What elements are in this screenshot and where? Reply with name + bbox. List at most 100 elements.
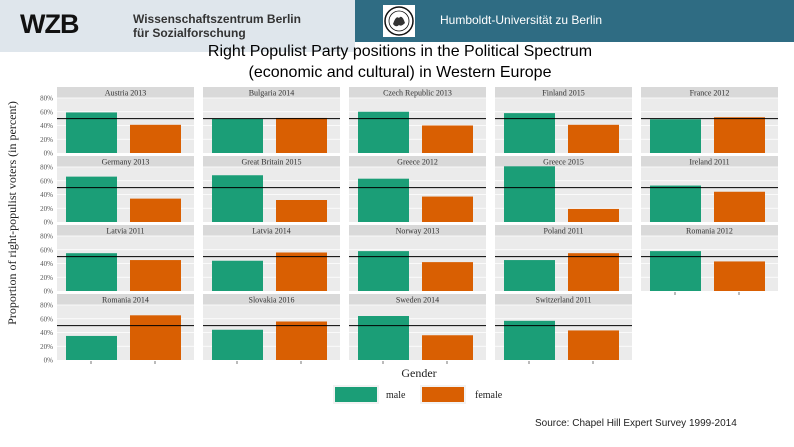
page-title: Right Populist Party positions in the Po…	[100, 41, 700, 83]
y-tick-label: 0%	[44, 219, 54, 227]
y-tick-label: 60%	[40, 108, 53, 116]
bar-female	[276, 200, 327, 222]
panel-title: Ireland 2011	[689, 158, 729, 167]
bar-male	[358, 251, 409, 291]
bar-male	[358, 178, 409, 222]
bar-female	[276, 252, 327, 291]
legend-swatch-male	[335, 387, 377, 402]
panel-strip	[495, 225, 632, 236]
title-line-1: Right Populist Party positions in the Po…	[207, 43, 593, 60]
bar-male	[66, 253, 117, 291]
y-tick-label: 60%	[40, 315, 53, 323]
panel-title: Poland 2011	[544, 227, 584, 236]
header-left-band	[0, 0, 355, 52]
header-right-band	[355, 0, 794, 42]
panel-strip	[57, 225, 194, 236]
y-tick-label: 0%	[44, 150, 54, 158]
panel-strip	[349, 87, 486, 98]
panel-strip	[349, 294, 486, 305]
panel-strip	[349, 225, 486, 236]
bar-female	[714, 261, 765, 291]
institution-line-2: für Sozialforschung	[133, 26, 246, 40]
panel-title: Great Britain 2015	[242, 158, 302, 167]
bar-male	[358, 111, 409, 153]
panel-title: Bulgaria 2014	[249, 89, 295, 98]
panel-strip	[203, 87, 340, 98]
bar-female	[568, 253, 619, 291]
y-tick-label: 60%	[40, 177, 53, 185]
panel-strip	[495, 87, 632, 98]
university-seal-icon	[383, 5, 415, 37]
bar-female	[130, 315, 181, 360]
bar-female	[276, 117, 327, 153]
legend-swatch-female	[422, 387, 464, 402]
bar-female	[130, 198, 181, 222]
title-line-2: (economic and cultural) in Western Europ…	[248, 64, 552, 81]
bar-male	[504, 113, 555, 153]
y-tick-label: 40%	[40, 329, 53, 337]
y-tick-label: 80%	[40, 233, 53, 241]
panel-title: Greece 2015	[543, 158, 584, 167]
bar-male	[650, 185, 701, 222]
panel-strip	[641, 156, 778, 167]
panel-title: France 2012	[690, 89, 730, 98]
panel-title: Czech Republic 2013	[383, 89, 452, 98]
bar-female	[276, 321, 327, 360]
bar-female	[714, 191, 765, 222]
panel-strip	[57, 156, 194, 167]
y-tick-label: 60%	[40, 246, 53, 254]
bar-male	[66, 112, 117, 153]
panel-strip	[57, 294, 194, 305]
bar-female	[568, 208, 619, 222]
bar-male	[650, 119, 701, 153]
panel-title: Latvia 2014	[252, 227, 290, 236]
bar-female	[422, 196, 473, 222]
panel-title: Latvia 2011	[106, 227, 144, 236]
legend-label-female: female	[475, 390, 503, 401]
panel-strip	[495, 156, 632, 167]
panel-title: Slovakia 2016	[249, 296, 295, 305]
panel-title: Switzerland 2011	[536, 296, 592, 305]
y-tick-label: 20%	[40, 205, 53, 213]
panel-title: Austria 2013	[105, 89, 147, 98]
panel-strip	[641, 225, 778, 236]
bar-female	[568, 124, 619, 153]
y-axis-label: Proportion of right-populist voters (in …	[5, 101, 19, 325]
bar-female	[130, 124, 181, 153]
bar-male	[504, 166, 555, 222]
panel-title: Romania 2014	[102, 296, 149, 305]
bar-male	[212, 118, 263, 153]
bar-female	[422, 125, 473, 153]
panel-strip	[495, 294, 632, 305]
panel-title: Germany 2013	[102, 158, 150, 167]
bar-male	[650, 251, 701, 291]
y-tick-label: 40%	[40, 260, 53, 268]
bar-male	[358, 316, 409, 360]
y-tick-label: 40%	[40, 191, 53, 199]
panel-strip	[57, 87, 194, 98]
panel-strip	[203, 225, 340, 236]
bar-male	[504, 320, 555, 360]
bar-male	[66, 335, 117, 360]
panel-title: Sweden 2014	[396, 296, 439, 305]
panel-title: Romania 2012	[686, 227, 733, 236]
y-tick-label: 80%	[40, 95, 53, 103]
y-tick-label: 20%	[40, 274, 53, 282]
bar-male	[504, 260, 555, 291]
bar-female	[422, 262, 473, 291]
bar-female	[568, 330, 619, 360]
bar-male	[212, 260, 263, 291]
panel-strip	[203, 294, 340, 305]
institution-line-1: Wissenschaftszentrum Berlin	[133, 12, 301, 26]
bar-male	[212, 175, 263, 222]
bar-female	[130, 260, 181, 291]
y-tick-label: 80%	[40, 302, 53, 310]
panel-strip	[203, 156, 340, 167]
wzb-logo: WZB	[20, 9, 79, 39]
institution-name: Wissenschaftszentrum Berlin für Sozialfo…	[133, 12, 301, 40]
y-tick-label: 20%	[40, 343, 53, 351]
legend-label-male: male	[386, 390, 406, 401]
y-tick-label: 80%	[40, 164, 53, 172]
panel-title: Greece 2012	[397, 158, 438, 167]
